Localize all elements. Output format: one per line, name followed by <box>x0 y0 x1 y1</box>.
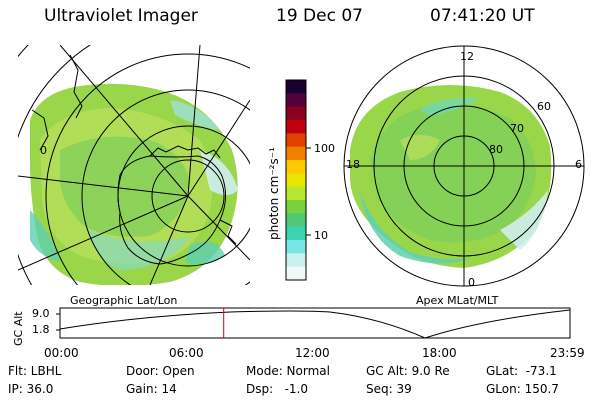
glat-value: GLat: -73.1 <box>486 364 557 378</box>
apex-panel-label: Apex MLat/MLT <box>416 294 499 307</box>
mlt-label-6: 6 <box>575 158 582 171</box>
mode-value: Mode: Normal <box>246 364 330 378</box>
geographic-map-panel: 0 <box>18 45 250 285</box>
gain-value: Gain: 14 <box>126 382 177 396</box>
mlat-label-70: 70 <box>510 122 524 135</box>
flt-value: Flt: LBHL <box>8 364 62 378</box>
geo-lat-label: 0 <box>40 144 47 157</box>
colorbar-band <box>286 93 306 108</box>
alt-axis-label: GC Alt <box>12 311 25 346</box>
mlt-label-0: 0 <box>468 276 475 289</box>
time-tick-2359: 23:59 <box>550 346 585 360</box>
coastline <box>117 155 226 265</box>
colorbar-band <box>286 133 306 148</box>
alt-tick-1-8: 1.8 <box>32 323 50 336</box>
apex-polar-panel: 12 18 6 0 60 70 80 <box>343 45 585 289</box>
colorbar-band <box>286 186 306 201</box>
mlat-label-80: 80 <box>489 143 503 156</box>
colorbar-tick-100: 100 <box>314 142 335 155</box>
glon-value: GLon: 150.7 <box>486 382 559 396</box>
mlt-label-18: 18 <box>346 158 360 171</box>
colorbar-unit-label: photon cm⁻²s⁻¹ <box>267 147 281 240</box>
time-label: 07:41:20 UT <box>430 6 535 26</box>
alt-tick-9: 9.0 <box>32 307 50 320</box>
mlat-label-60: 60 <box>537 100 551 113</box>
date-label: 19 Dec 07 <box>276 6 363 26</box>
colorbar-band <box>286 146 306 161</box>
colorbar-band <box>286 160 306 174</box>
time-tick-1200: 12:00 <box>295 346 330 360</box>
latitude-grid <box>18 45 250 285</box>
colorbar-band <box>286 80 306 94</box>
altitude-plot: 9.0 1.8 GC Alt <box>12 307 571 346</box>
time-tick-1800: 18:00 <box>422 346 457 360</box>
colorbar: 100 10 photon cm⁻²s⁻¹ <box>267 79 335 281</box>
altitude-curve <box>59 309 571 339</box>
colorbar-band <box>286 120 306 134</box>
colorbar-band <box>286 213 306 228</box>
gc-alt-value: GC Alt: 9.0 Re <box>366 364 450 378</box>
colorbar-band <box>286 240 306 254</box>
mlt-axes <box>344 46 584 286</box>
colorbar-band <box>286 173 306 188</box>
colorbar-band <box>286 106 306 121</box>
longitude-grid <box>18 45 250 285</box>
colorbar-band <box>286 200 306 214</box>
seq-value: Seq: 39 <box>366 382 412 396</box>
colorbar-tick-10: 10 <box>314 229 328 242</box>
colorbar-band <box>286 266 306 281</box>
colorbar-band <box>286 253 306 268</box>
door-value: Door: Open <box>126 364 195 378</box>
ip-value: IP: 36.0 <box>8 382 54 396</box>
time-tick-0000: 00:00 <box>44 346 79 360</box>
dsp-value: Dsp: -1.0 <box>246 382 309 396</box>
instrument-title: Ultraviolet Imager <box>44 6 198 26</box>
geographic-panel-label: Geographic Lat/Lon <box>70 294 178 307</box>
mlt-label-12: 12 <box>460 50 474 63</box>
time-tick-0600: 06:00 <box>169 346 204 360</box>
colorbar-band <box>286 226 306 241</box>
